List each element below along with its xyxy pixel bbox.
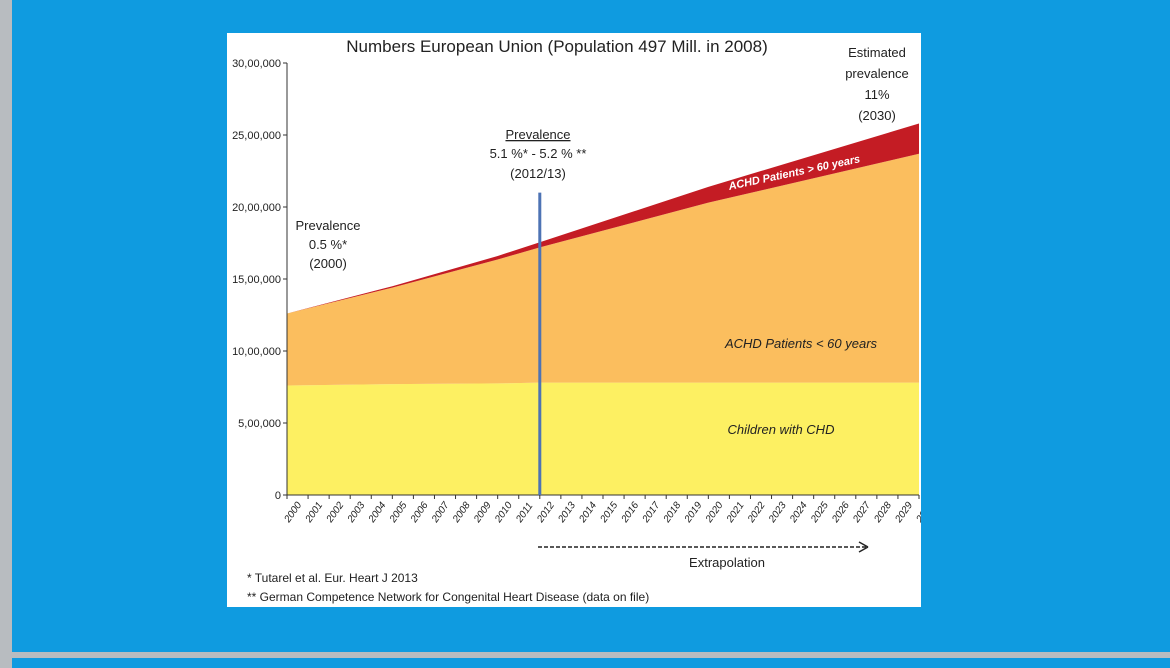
x-tick-label: 2015 xyxy=(598,500,621,526)
x-tick-label: 2019 xyxy=(682,500,705,526)
x-tick-label: 2009 xyxy=(471,500,494,526)
annotation-2012-line-1: Prevalence xyxy=(505,127,570,142)
area-series-3 xyxy=(287,123,919,314)
chart-title: Numbers European Union (Population 497 M… xyxy=(346,37,767,56)
y-tick-label: 15,00,000 xyxy=(232,274,281,286)
x-tick-label: 2010 xyxy=(493,500,516,526)
x-tick-label: 2030 xyxy=(914,500,921,526)
annotation-2000-line-2: 0.5 %* xyxy=(309,237,347,252)
annotation-2030-line-4: (2030) xyxy=(858,108,896,123)
x-tick-label: 2005 xyxy=(387,500,410,526)
series-label-children: Children with CHD xyxy=(728,422,835,437)
x-tick-label: 2017 xyxy=(640,500,663,526)
annotation-prevalence-2000: Prevalence 0.5 %* (2000) xyxy=(295,218,360,271)
annotation-2000-line-3: (2000) xyxy=(309,256,347,271)
x-tick-label: 2024 xyxy=(787,500,810,526)
area-chart: 0 5,00,000 10,00,000 15,00,000 20,00,000 25,0… xyxy=(232,37,921,604)
annotation-prevalence-2012: Prevalence 5.1 %* - 5.2 % ** (2012/13) xyxy=(490,127,587,181)
x-tick-label: 2007 xyxy=(429,500,452,526)
annotation-2030-line-1: Estimated xyxy=(848,45,906,60)
annotation-2030-line-3: 11% xyxy=(864,87,889,102)
x-tick-label: 2016 xyxy=(619,500,642,526)
x-tick-label: 2003 xyxy=(345,500,368,526)
annotation-2030-line-2: prevalence xyxy=(845,66,909,81)
x-tick-label: 2025 xyxy=(809,500,832,526)
x-tick-label: 2022 xyxy=(745,500,768,526)
x-tick-label: 2008 xyxy=(450,500,473,526)
x-tick-label: 2023 xyxy=(766,500,789,526)
y-tick-label: 0 xyxy=(275,490,281,502)
annotation-2012-line-3: (2012/13) xyxy=(510,166,566,181)
x-tick-label: 2013 xyxy=(556,500,579,526)
footnote-1: * Tutarel et al. Eur. Heart J 2013 xyxy=(247,571,418,585)
x-tick-label: 2011 xyxy=(514,501,536,526)
x-tick-label: 2000 xyxy=(282,500,305,526)
x-tick-label: 2021 xyxy=(724,500,746,525)
annotation-prevalence-2030: Estimated prevalence 11% (2030) xyxy=(845,45,909,123)
chart-figure: 0 5,00,000 10,00,000 15,00,000 20,00,000 25,0… xyxy=(227,33,921,607)
x-tick-label: 2006 xyxy=(408,500,431,526)
series-label-under-60: ACHD Patients < 60 years xyxy=(724,336,878,351)
y-tick-label: 20,00,000 xyxy=(232,202,281,214)
x-tick-label: 2027 xyxy=(851,500,874,526)
extrapolation-arrowhead xyxy=(858,541,869,553)
x-tick-label: 2028 xyxy=(872,500,895,526)
area-series-1 xyxy=(287,382,919,495)
x-tick-label: 2029 xyxy=(893,500,916,526)
annotation-2000-line-1: Prevalence xyxy=(295,218,360,233)
x-tick-label: 2020 xyxy=(703,500,726,526)
x-tick-label: 2004 xyxy=(366,500,389,526)
y-tick-label: 5,00,000 xyxy=(238,418,281,430)
x-tick-label: 2001 xyxy=(303,500,325,525)
annotation-2012-line-2: 5.1 %* - 5.2 % ** xyxy=(490,146,587,161)
x-tick-label: 2026 xyxy=(830,500,853,526)
left-border-strip xyxy=(0,0,12,668)
y-tick-label: 25,00,000 xyxy=(232,130,281,142)
x-tick-label: 2012 xyxy=(535,500,558,526)
x-tick-label: 2018 xyxy=(661,500,684,526)
bottom-border-strip xyxy=(0,652,1170,658)
footnote-2: ** German Competence Network for Congeni… xyxy=(247,590,649,604)
x-tick-label: 2002 xyxy=(324,500,347,526)
y-tick-label: 10,00,000 xyxy=(232,346,281,358)
area-series-2 xyxy=(287,153,919,386)
extrapolation-label: Extrapolation xyxy=(689,555,765,570)
x-tick-label: 2014 xyxy=(577,500,600,526)
y-tick-label: 30,00,000 xyxy=(232,58,281,70)
